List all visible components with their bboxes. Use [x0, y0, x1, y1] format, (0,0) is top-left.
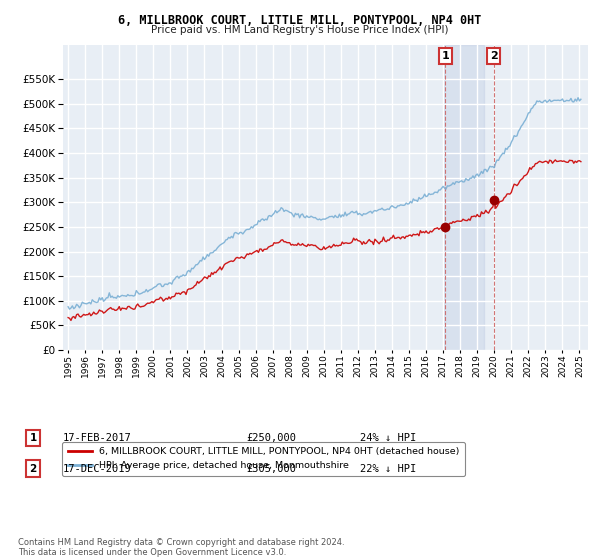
- 6, MILLBROOK COURT, LITTLE MILL, PONTYPOOL, NP4 0HT (detached house): [577, 158, 584, 165]
- Text: 22% ↓ HPI: 22% ↓ HPI: [360, 464, 416, 474]
- 6, MILLBROOK COURT, LITTLE MILL, PONTYPOOL, NP4 0HT (detached house): [552, 157, 559, 164]
- Text: 17-FEB-2017: 17-FEB-2017: [63, 433, 132, 443]
- Bar: [493, 45, 502, 350]
- HPI: Average price, detached house, Monmouthshire: (2.02e+03, 3.33e+05): Average price, detached house, Monmouths…: [445, 183, 452, 189]
- 6, MILLBROOK COURT, LITTLE MILL, PONTYPOOL, NP4 0HT (detached house): [67, 317, 74, 324]
- Text: 1: 1: [29, 433, 37, 443]
- Bar: [445, 45, 484, 350]
- HPI: Average price, detached house, Monmouthshire: (2.03e+03, 5.09e+05): Average price, detached house, Monmouths…: [577, 96, 584, 102]
- 6, MILLBROOK COURT, LITTLE MILL, PONTYPOOL, NP4 0HT (detached house): [65, 314, 72, 321]
- HPI: Average price, detached house, Monmouthshire: (2.02e+03, 3.25e+05): Average price, detached house, Monmouths…: [435, 186, 442, 193]
- HPI: Average price, detached house, Monmouthshire: (2.02e+03, 4.35e+05): Average price, detached house, Monmouths…: [511, 132, 518, 139]
- Text: 17-DEC-2019: 17-DEC-2019: [63, 464, 132, 474]
- Legend: 6, MILLBROOK COURT, LITTLE MILL, PONTYPOOL, NP4 0HT (detached house), HPI: Avera: 6, MILLBROOK COURT, LITTLE MILL, PONTYPO…: [62, 442, 466, 476]
- Text: 1: 1: [441, 51, 449, 61]
- Text: 2: 2: [29, 464, 37, 474]
- HPI: Average price, detached house, Monmouthshire: (2.01e+03, 2.45e+05): Average price, detached house, Monmouths…: [244, 226, 251, 233]
- HPI: Average price, detached house, Monmouthshire: (2.02e+03, 5.13e+05): Average price, detached house, Monmouths…: [574, 94, 581, 101]
- 6, MILLBROOK COURT, LITTLE MILL, PONTYPOOL, NP4 0HT (detached house): [448, 220, 455, 227]
- Line: 6, MILLBROOK COURT, LITTLE MILL, PONTYPOOL, NP4 0HT (detached house): 6, MILLBROOK COURT, LITTLE MILL, PONTYPO…: [68, 160, 581, 320]
- Text: 6, MILLBROOK COURT, LITTLE MILL, PONTYPOOL, NP4 0HT: 6, MILLBROOK COURT, LITTLE MILL, PONTYPO…: [118, 14, 482, 27]
- 6, MILLBROOK COURT, LITTLE MILL, PONTYPOOL, NP4 0HT (detached house): [445, 221, 452, 228]
- Text: £250,000: £250,000: [246, 433, 296, 443]
- 6, MILLBROOK COURT, LITTLE MILL, PONTYPOOL, NP4 0HT (detached house): [332, 242, 339, 249]
- Text: 24% ↓ HPI: 24% ↓ HPI: [360, 433, 416, 443]
- Text: 2: 2: [490, 51, 497, 61]
- 6, MILLBROOK COURT, LITTLE MILL, PONTYPOOL, NP4 0HT (detached house): [435, 226, 442, 233]
- Text: £305,000: £305,000: [246, 464, 296, 474]
- HPI: Average price, detached house, Monmouthshire: (2e+03, 8.3e+04): Average price, detached house, Monmouths…: [66, 306, 73, 312]
- 6, MILLBROOK COURT, LITTLE MILL, PONTYPOOL, NP4 0HT (detached house): [511, 181, 518, 188]
- HPI: Average price, detached house, Monmouthshire: (2.01e+03, 2.74e+05): Average price, detached house, Monmouths…: [332, 212, 339, 219]
- HPI: Average price, detached house, Monmouthshire: (2e+03, 8.78e+04): Average price, detached house, Monmouths…: [65, 304, 72, 310]
- 6, MILLBROOK COURT, LITTLE MILL, PONTYPOOL, NP4 0HT (detached house): [244, 251, 251, 258]
- Text: Price paid vs. HM Land Registry's House Price Index (HPI): Price paid vs. HM Land Registry's House …: [151, 25, 449, 35]
- Text: Contains HM Land Registry data © Crown copyright and database right 2024.
This d: Contains HM Land Registry data © Crown c…: [18, 538, 344, 557]
- HPI: Average price, detached house, Monmouthshire: (2.02e+03, 3.36e+05): Average price, detached house, Monmouths…: [448, 181, 455, 188]
- Line: HPI: Average price, detached house, Monmouthshire: HPI: Average price, detached house, Monm…: [68, 97, 581, 309]
